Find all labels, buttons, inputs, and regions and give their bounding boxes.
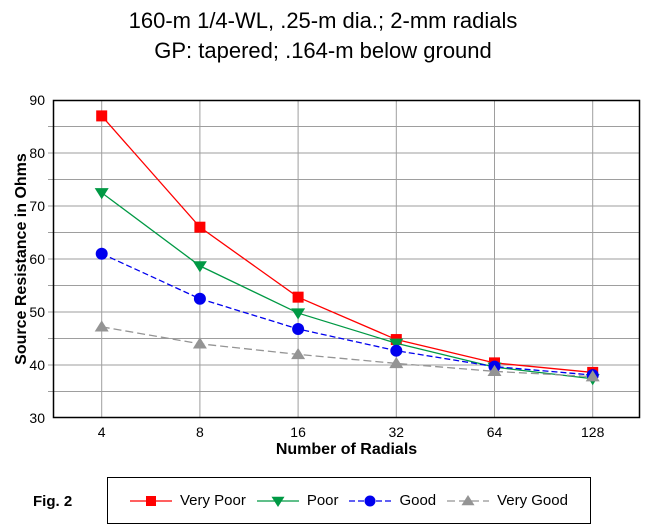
legend-item-poor: Poor: [256, 492, 339, 509]
data-point-marker: [194, 221, 206, 233]
y-tick-label: 80: [29, 145, 45, 161]
data-point-marker: [94, 188, 109, 200]
y-tick-label: 90: [29, 92, 45, 108]
data-point-marker: [271, 496, 285, 507]
legend-label: Very Good: [497, 492, 568, 509]
figure-label: Fig. 2: [33, 493, 73, 510]
data-point-marker: [390, 344, 403, 357]
y-tick-label: 30: [29, 410, 45, 426]
legend-item-very-good: Very Good: [447, 492, 568, 509]
y-tick-label: 60: [29, 251, 45, 267]
data-point-marker: [94, 320, 109, 332]
legend-label: Very Poor: [180, 492, 246, 509]
data-point-marker: [389, 356, 404, 369]
chart-title: 160-m 1/4-WL, .25-m dia.; 2-mm radials G…: [0, 6, 646, 66]
x-tick-label: 32: [388, 424, 405, 440]
data-point-marker: [95, 247, 108, 260]
legend-item-very-poor: Very Poor: [130, 492, 246, 509]
x-tick-label: 4: [97, 424, 106, 440]
y-tick-label: 40: [29, 357, 45, 373]
data-point-marker: [193, 292, 206, 305]
plot-area: [48, 99, 641, 419]
data-point-marker: [192, 337, 207, 349]
series-very-good: [94, 320, 600, 382]
data-point-marker: [292, 322, 305, 335]
square-legend-marker-icon: [130, 495, 172, 506]
chart-title-line2: GP: tapered; .164-m below ground: [154, 38, 492, 63]
series-poor: [94, 188, 600, 386]
data-point-marker: [585, 370, 600, 382]
data-point-marker: [291, 308, 306, 320]
data-point-marker: [292, 291, 304, 303]
data-point-marker: [487, 364, 502, 377]
data-point-marker: [389, 338, 404, 350]
data-point-marker: [96, 110, 108, 122]
legend-item-good: Good: [349, 492, 436, 509]
chart-title-line1: 160-m 1/4-WL, .25-m dia.; 2-mm radials: [128, 8, 518, 33]
legend-label: Good: [399, 492, 437, 509]
x-tick-label: 16: [290, 424, 306, 440]
triangle-up-legend-marker-icon: [447, 494, 490, 505]
x-tick-label: 8: [195, 424, 204, 440]
circle-legend-marker-icon: [349, 495, 392, 506]
series-good: [95, 247, 599, 382]
plot-frame: [52, 99, 641, 419]
legend-label: Poor: [306, 492, 339, 509]
legend: Very Poor Poor Good Very Good: [107, 477, 591, 524]
x-tick-label: 64: [486, 424, 503, 440]
triangle-down-legend-marker-icon: [256, 496, 299, 507]
data-point-marker: [461, 494, 475, 505]
x-tick-label: 128: [581, 424, 605, 440]
data-point-marker: [364, 495, 376, 506]
data-point-marker: [192, 261, 207, 273]
data-point-marker: [146, 495, 156, 506]
x-axis-title: Number of Radials: [275, 441, 418, 458]
data-point-marker: [291, 347, 306, 360]
y-tick-label: 70: [29, 198, 45, 214]
y-tick-label: 50: [29, 304, 45, 320]
